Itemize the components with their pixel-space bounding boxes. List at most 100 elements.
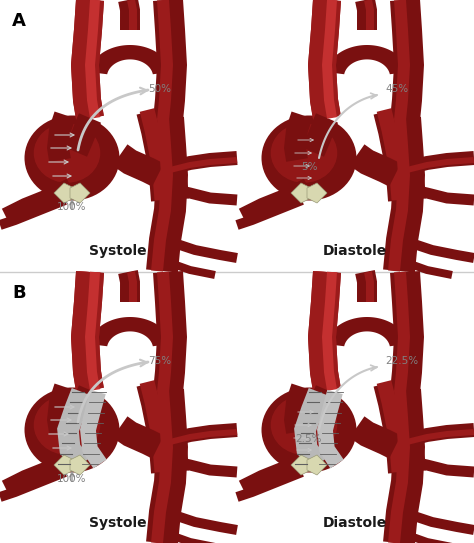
Polygon shape xyxy=(140,108,170,200)
Polygon shape xyxy=(349,144,401,187)
Polygon shape xyxy=(307,183,327,203)
Polygon shape xyxy=(89,317,172,346)
Polygon shape xyxy=(112,416,164,459)
Text: 100%: 100% xyxy=(57,474,87,484)
Polygon shape xyxy=(374,105,426,201)
Polygon shape xyxy=(168,423,237,447)
Polygon shape xyxy=(406,429,474,445)
Polygon shape xyxy=(398,256,453,279)
Text: A: A xyxy=(12,12,26,30)
Text: 22.5%: 22.5% xyxy=(385,356,418,366)
Polygon shape xyxy=(383,389,425,543)
Polygon shape xyxy=(374,377,426,473)
Polygon shape xyxy=(65,113,101,157)
Polygon shape xyxy=(146,117,188,273)
Polygon shape xyxy=(169,157,237,173)
Polygon shape xyxy=(388,117,410,272)
Polygon shape xyxy=(394,0,410,121)
Text: Systole: Systole xyxy=(89,244,147,258)
Text: 75%: 75% xyxy=(148,356,171,366)
Polygon shape xyxy=(85,0,100,119)
Polygon shape xyxy=(294,388,329,471)
Polygon shape xyxy=(2,179,73,221)
Polygon shape xyxy=(153,271,187,394)
Polygon shape xyxy=(355,0,377,30)
Polygon shape xyxy=(390,0,424,122)
Polygon shape xyxy=(168,151,237,175)
Polygon shape xyxy=(153,0,187,122)
Polygon shape xyxy=(404,454,474,477)
Polygon shape xyxy=(151,117,173,272)
Polygon shape xyxy=(364,0,374,30)
Polygon shape xyxy=(317,390,344,469)
Polygon shape xyxy=(307,455,327,475)
Polygon shape xyxy=(0,468,67,502)
Ellipse shape xyxy=(34,123,100,183)
Polygon shape xyxy=(349,416,401,459)
Polygon shape xyxy=(364,271,374,302)
Polygon shape xyxy=(65,386,101,429)
Polygon shape xyxy=(239,451,310,493)
Polygon shape xyxy=(291,455,311,475)
Polygon shape xyxy=(71,0,104,121)
Polygon shape xyxy=(406,157,474,173)
Polygon shape xyxy=(85,272,100,391)
Polygon shape xyxy=(291,183,311,203)
Polygon shape xyxy=(127,0,137,30)
Polygon shape xyxy=(394,272,410,393)
Polygon shape xyxy=(118,270,140,302)
Text: Diastole: Diastole xyxy=(323,244,387,258)
Polygon shape xyxy=(405,151,474,175)
Polygon shape xyxy=(127,271,137,302)
Polygon shape xyxy=(47,111,75,162)
Polygon shape xyxy=(151,389,173,543)
Polygon shape xyxy=(137,377,189,473)
Polygon shape xyxy=(308,0,341,121)
Polygon shape xyxy=(236,468,304,502)
Polygon shape xyxy=(284,111,312,162)
Text: Diastole: Diastole xyxy=(323,516,387,530)
Polygon shape xyxy=(161,528,216,543)
Polygon shape xyxy=(54,455,74,475)
Polygon shape xyxy=(236,195,304,230)
Polygon shape xyxy=(2,451,73,493)
Polygon shape xyxy=(118,0,140,30)
Ellipse shape xyxy=(34,395,100,454)
Polygon shape xyxy=(140,380,170,472)
Polygon shape xyxy=(157,272,173,393)
Polygon shape xyxy=(47,383,75,434)
Polygon shape xyxy=(311,272,338,392)
Polygon shape xyxy=(71,0,104,121)
Polygon shape xyxy=(157,0,173,121)
Polygon shape xyxy=(383,117,425,273)
Polygon shape xyxy=(302,113,338,157)
Polygon shape xyxy=(146,389,188,543)
Ellipse shape xyxy=(25,116,119,200)
Polygon shape xyxy=(308,0,341,121)
Text: 2.5%: 2.5% xyxy=(296,434,322,444)
Polygon shape xyxy=(54,183,74,203)
Polygon shape xyxy=(326,317,409,346)
Polygon shape xyxy=(355,270,377,302)
Ellipse shape xyxy=(25,388,119,472)
Polygon shape xyxy=(390,271,424,394)
Ellipse shape xyxy=(262,116,356,200)
Polygon shape xyxy=(322,0,337,119)
Polygon shape xyxy=(322,272,337,391)
Text: 100%: 100% xyxy=(57,202,87,212)
Polygon shape xyxy=(388,389,410,543)
Polygon shape xyxy=(377,380,407,472)
Polygon shape xyxy=(70,183,90,203)
Text: 50%: 50% xyxy=(148,84,171,94)
Polygon shape xyxy=(308,271,341,392)
Polygon shape xyxy=(284,383,312,434)
Ellipse shape xyxy=(271,395,337,454)
Polygon shape xyxy=(404,182,474,205)
Polygon shape xyxy=(0,195,67,230)
Polygon shape xyxy=(326,45,409,74)
Polygon shape xyxy=(167,182,237,205)
Polygon shape xyxy=(167,454,237,477)
Polygon shape xyxy=(302,386,338,429)
Polygon shape xyxy=(137,105,189,201)
Polygon shape xyxy=(74,272,101,392)
